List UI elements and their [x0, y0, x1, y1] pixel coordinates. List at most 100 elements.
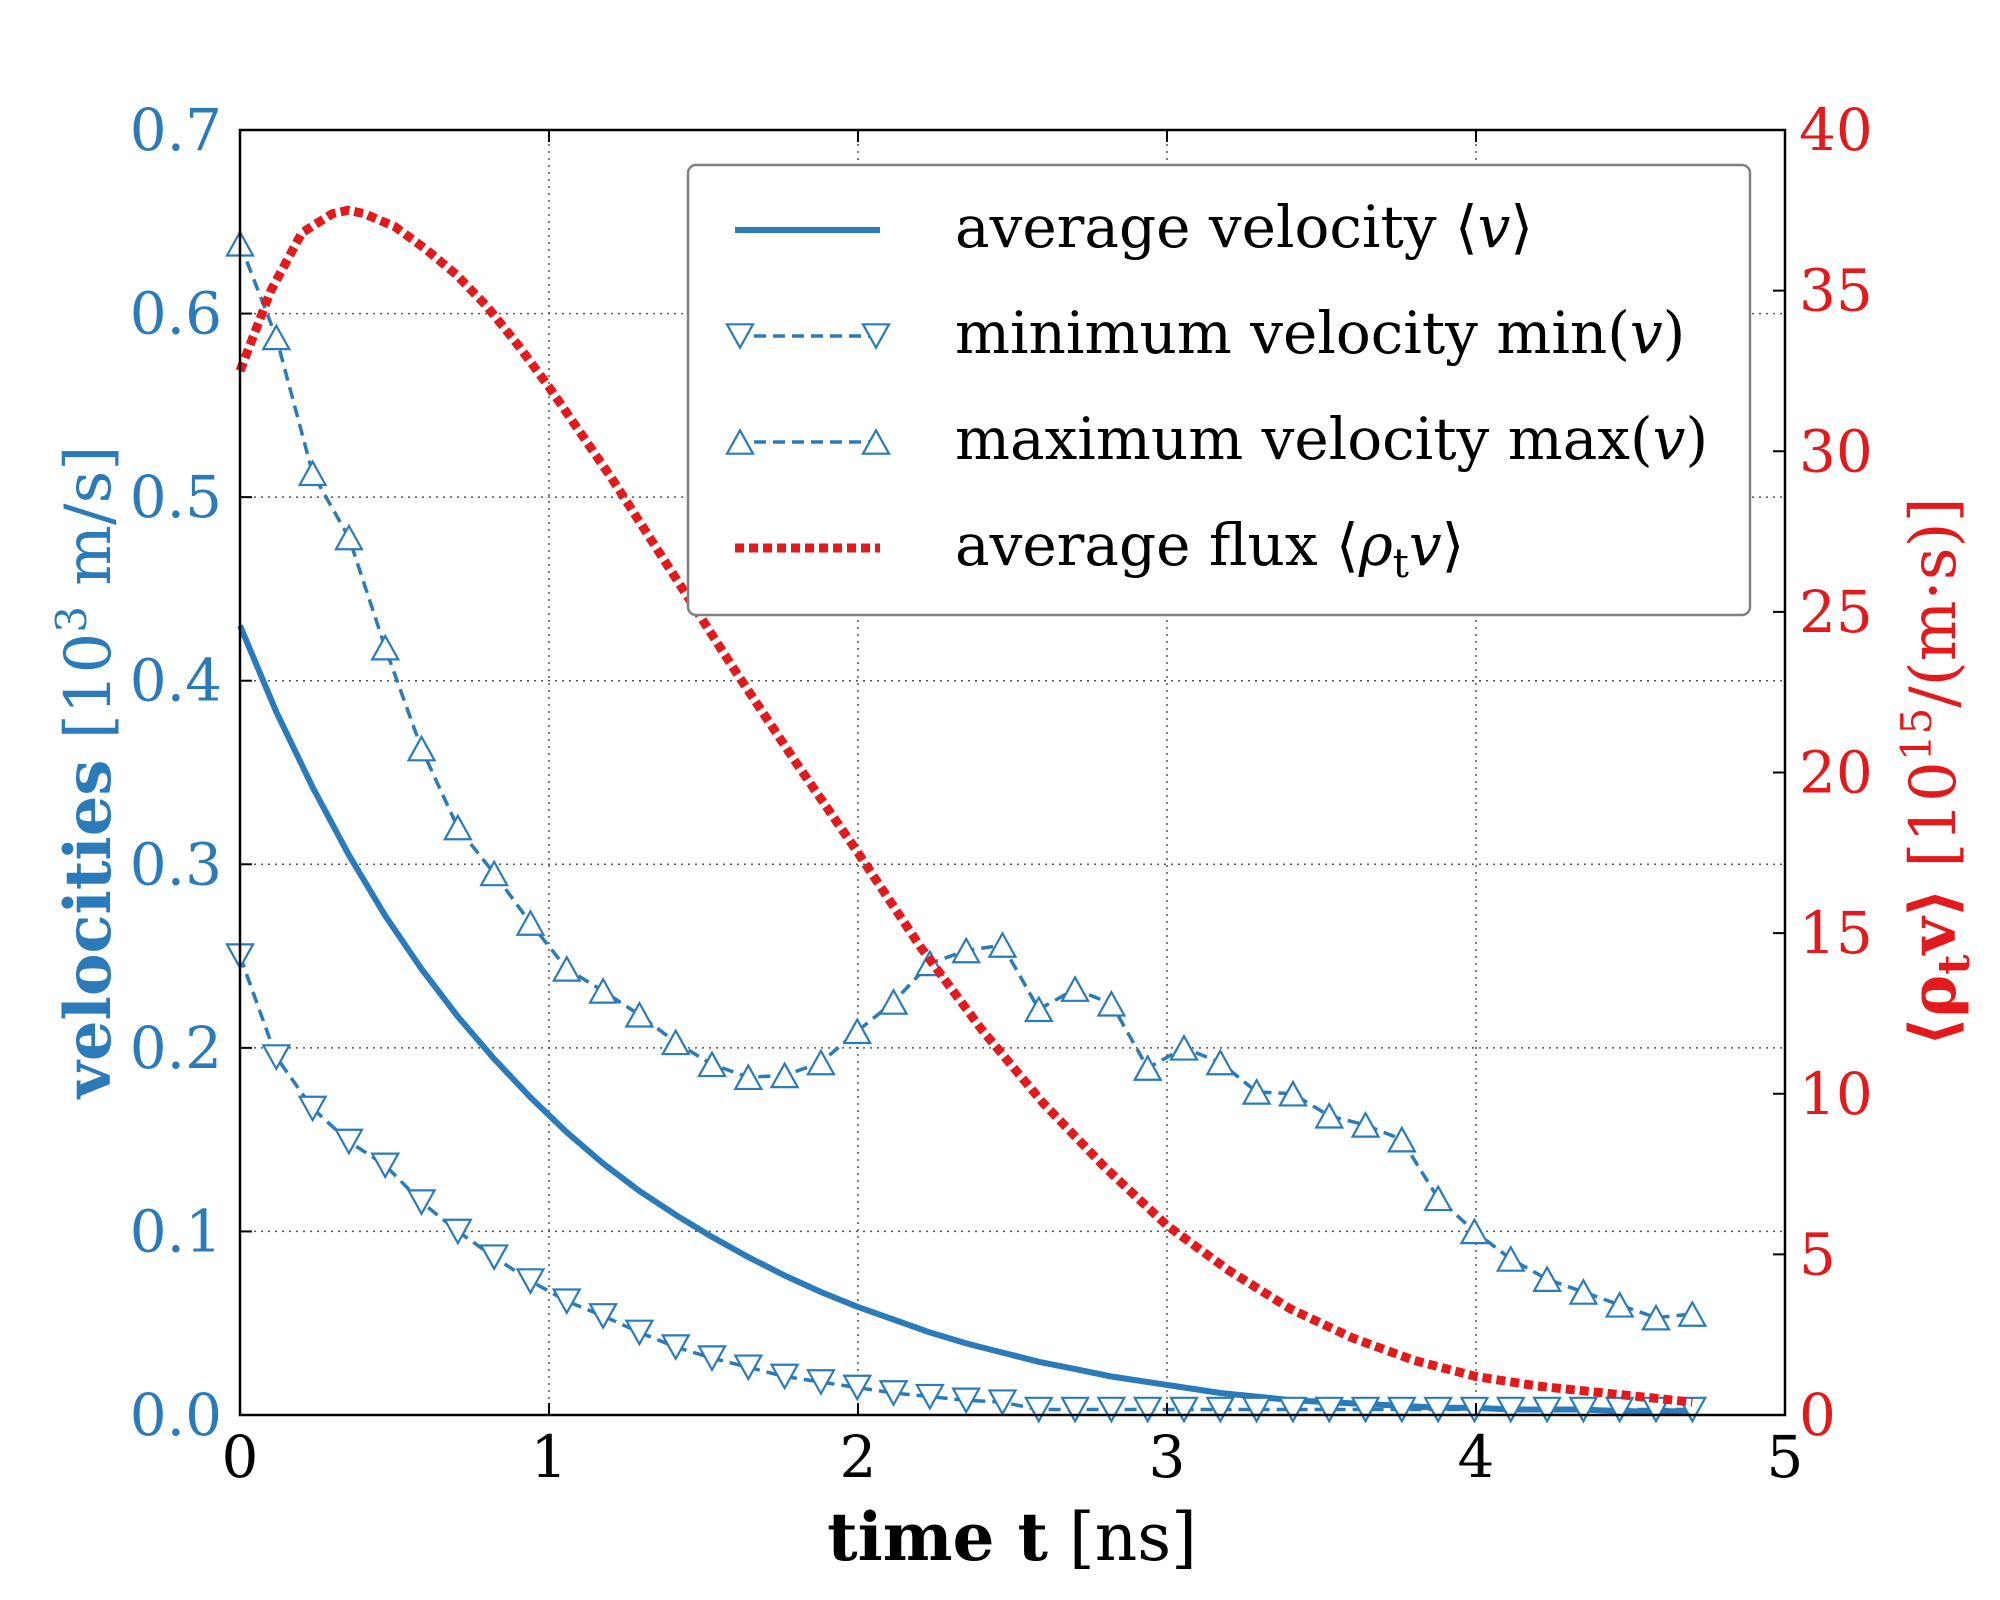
y-left-tick-label: 0.1: [130, 1197, 222, 1265]
data-point-minimum-velocity: [1096, 1396, 1127, 1424]
data-point-maximum-velocity: [733, 1063, 764, 1091]
y-right-tick-label: 10: [1799, 1060, 1873, 1128]
data-point-minimum-velocity: [769, 1363, 800, 1391]
data-point-minimum-velocity: [406, 1189, 437, 1217]
legend-marker-minimum-velocity: [725, 323, 755, 350]
data-point-maximum-velocity: [951, 936, 982, 964]
legend-box: [686, 163, 1752, 617]
data-point-maximum-velocity: [660, 1028, 691, 1056]
data-point-maximum-velocity: [297, 459, 328, 487]
data-point-maximum-velocity: [551, 954, 582, 982]
data-point-maximum-velocity: [1386, 1125, 1417, 1153]
y-left-tick-label: 0.0: [130, 1381, 222, 1449]
data-point-maximum-velocity: [1423, 1184, 1454, 1212]
data-point-minimum-velocity: [1532, 1396, 1562, 1424]
data-point-minimum-velocity: [1132, 1396, 1163, 1424]
data-point-maximum-velocity: [1568, 1278, 1599, 1305]
data-point-maximum-velocity: [1350, 1110, 1381, 1138]
data-point-maximum-velocity: [334, 523, 364, 551]
legend-marker-minimum-velocity: [861, 323, 891, 350]
data-point-maximum-velocity: [1096, 989, 1127, 1017]
data-point-minimum-velocity: [1604, 1396, 1635, 1424]
data-point-minimum-velocity: [515, 1268, 546, 1295]
data-point-minimum-velocity: [297, 1095, 328, 1123]
data-point-minimum-velocity: [697, 1345, 727, 1373]
data-point-minimum-velocity: [1314, 1396, 1345, 1424]
y-right-tick-label: 35: [1799, 257, 1873, 325]
legend-label-average-flux: average flux ⟨ρtv⟩: [955, 511, 1464, 587]
legend-label-average-velocity: average velocity ⟨v⟩: [955, 193, 1533, 261]
y-right-tick-label: 5: [1799, 1220, 1836, 1288]
x-tick-label: 2: [840, 1423, 877, 1491]
legend-marker-maximum-velocity: [725, 428, 755, 455]
y-right-tick-label: 15: [1799, 899, 1873, 967]
y-right-tick-label: 25: [1799, 578, 1873, 646]
data-point-maximum-velocity: [624, 1000, 655, 1028]
data-point-minimum-velocity: [442, 1218, 473, 1246]
y-left-tick-label: 0.7: [130, 96, 222, 164]
data-point-maximum-velocity: [1314, 1101, 1345, 1129]
y-axis-label-right: ⟨ρtv⟩ [1015/(m·s)]: [1892, 497, 1980, 1046]
data-point-maximum-velocity: [1677, 1300, 1708, 1327]
data-point-maximum-velocity: [1495, 1244, 1526, 1272]
data-point-minimum-velocity: [1241, 1396, 1272, 1424]
data-point-minimum-velocity: [878, 1380, 909, 1407]
data-point-minimum-velocity: [1386, 1396, 1417, 1424]
data-point-minimum-velocity: [551, 1288, 582, 1316]
legend-marker-maximum-velocity: [861, 428, 891, 455]
data-point-minimum-velocity: [588, 1303, 618, 1330]
data-point-minimum-velocity: [334, 1128, 364, 1156]
data-point-minimum-velocity: [1495, 1396, 1526, 1424]
data-point-minimum-velocity: [806, 1369, 836, 1396]
data-point-minimum-velocity: [660, 1334, 691, 1362]
data-point-minimum-velocity: [987, 1389, 1018, 1417]
data-point-minimum-velocity: [1278, 1396, 1308, 1424]
data-point-maximum-velocity: [1604, 1290, 1635, 1318]
data-point-maximum-velocity: [987, 931, 1018, 958]
data-point-maximum-velocity: [1459, 1217, 1490, 1245]
data-point-maximum-velocity: [588, 976, 618, 1004]
data-point-minimum-velocity: [914, 1383, 945, 1411]
data-point-maximum-velocity: [1241, 1077, 1272, 1105]
data-point-maximum-velocity: [1060, 975, 1090, 1002]
data-point-maximum-velocity: [1132, 1054, 1163, 1081]
data-point-maximum-velocity: [1641, 1303, 1671, 1331]
y-left-tick-label: 0.2: [130, 1014, 222, 1082]
data-point-maximum-velocity: [406, 734, 437, 762]
data-point-maximum-velocity: [479, 859, 510, 887]
legend: average velocity ⟨v⟩ minimum velocity mi…: [686, 163, 1752, 617]
y-left-tick-label: 0.3: [130, 830, 222, 898]
data-point-minimum-velocity: [1350, 1396, 1381, 1424]
legend-swatches: [725, 227, 891, 553]
y-axis-label-left: velocities [103 m/s]: [47, 446, 126, 1101]
x-tick-label: 4: [1458, 1423, 1495, 1491]
y-right-tick-label: 20: [1799, 739, 1873, 807]
data-point-minimum-velocity: [1169, 1396, 1199, 1424]
legend-label-minimum-velocity: minimum velocity min(v): [955, 299, 1685, 367]
x-axis-label: time t [ns]: [827, 1498, 1197, 1576]
y-right-tick-label: 0: [1799, 1381, 1836, 1449]
data-point-minimum-velocity: [624, 1319, 655, 1347]
y-left-tick-label: 0.5: [130, 463, 222, 531]
data-point-maximum-velocity: [697, 1050, 727, 1078]
data-point-minimum-velocity: [842, 1374, 873, 1402]
data-point-minimum-velocity: [261, 1044, 292, 1072]
data-point-minimum-velocity: [1060, 1396, 1090, 1424]
data-point-maximum-velocity: [1532, 1265, 1562, 1292]
series-line-average-flux: [235, 205, 1693, 1407]
data-point-maximum-velocity: [1278, 1079, 1308, 1107]
data-point-maximum-velocity: [261, 323, 292, 351]
x-tick-label: 5: [1767, 1423, 1804, 1491]
data-point-minimum-velocity: [1023, 1396, 1054, 1424]
series-line-average-velocity: [237, 624, 1693, 1415]
x-tick-label: 1: [531, 1423, 568, 1491]
y-right-tick-label: 40: [1799, 96, 1873, 164]
data-point-maximum-velocity: [370, 633, 401, 661]
data-point-maximum-velocity: [1205, 1048, 1236, 1076]
y-left-tick-label: 0.4: [130, 647, 222, 715]
legend-label-maximum-velocity: maximum velocity max(v): [955, 405, 1708, 473]
axis-ticks: 0 1 2 3 4 50.00.10.20.30.40.50.60.70510152025…: [130, 96, 1873, 1491]
data-point-minimum-velocity: [1459, 1396, 1490, 1424]
data-point-maximum-velocity: [442, 813, 473, 841]
